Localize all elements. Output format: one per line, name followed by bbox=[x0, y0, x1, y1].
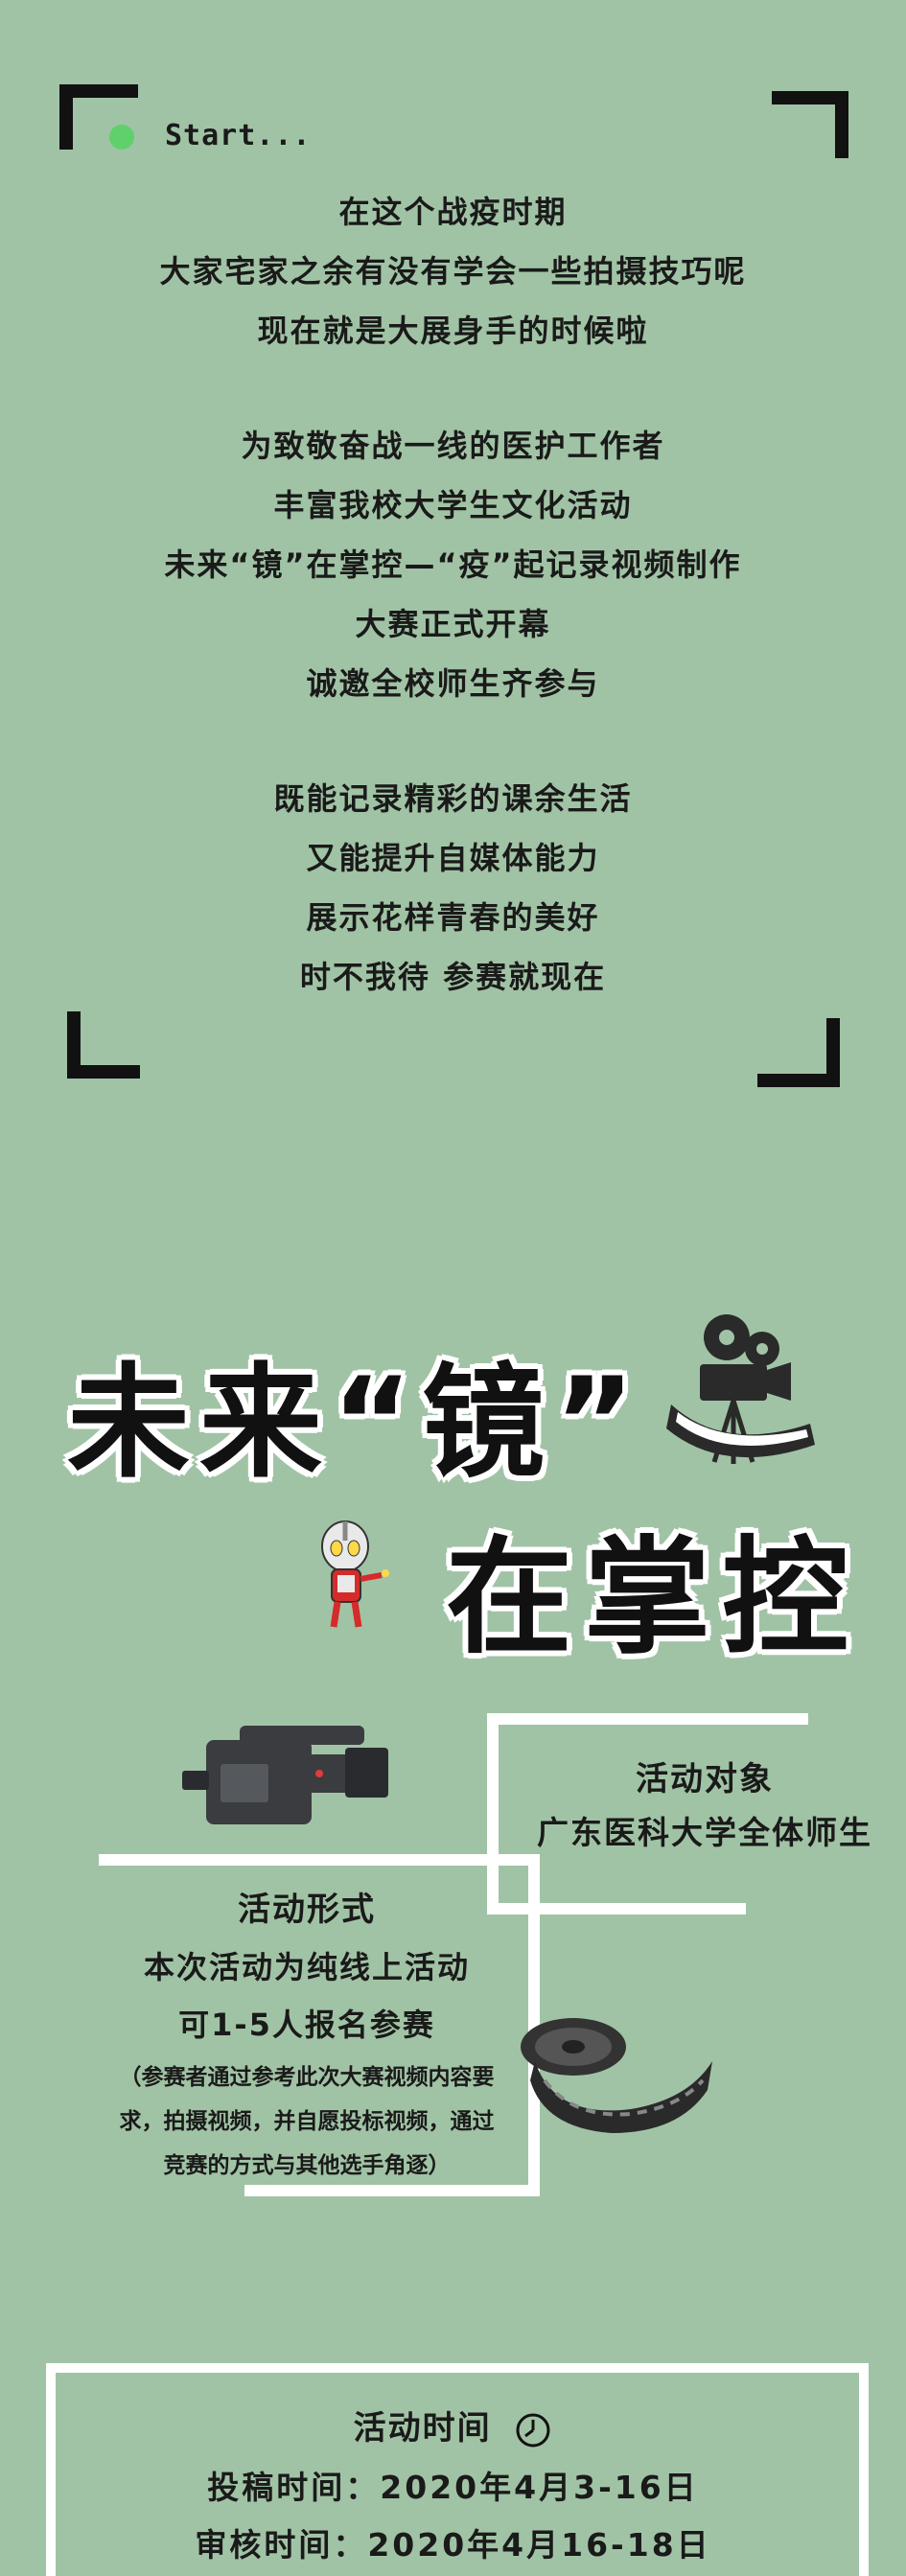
form-line: 本次活动为纯线上活动 bbox=[143, 1949, 470, 1985]
target-frame-bottom bbox=[487, 1903, 746, 1915]
target-heading: 活动对象 bbox=[636, 1760, 774, 1799]
start-label: Start... bbox=[165, 119, 312, 152]
form-section: 活动形式 本次活动为纯线上活动 可1-5人报名参赛 （参赛者通过参考此次大赛视频… bbox=[58, 1881, 556, 2186]
intro-line: 在这个战疫时期 bbox=[338, 194, 568, 230]
form-frame-right bbox=[528, 1854, 540, 2196]
record-indicator-dot bbox=[109, 125, 134, 150]
intro-line: 时不我待 参赛就现在 bbox=[299, 959, 607, 995]
schedule-frame bbox=[46, 2363, 869, 2576]
intro-text: 在这个战疫时期 大家宅家之余有没有学会一些拍摄技巧呢 现在就是大展身手的时候啦 … bbox=[0, 182, 906, 1007]
schedule-submit: 投稿时间：2020年4月3-16日 bbox=[207, 2469, 699, 2506]
target-frame-top bbox=[487, 1713, 808, 1725]
intro-line: 又能提升自媒体能力 bbox=[306, 840, 600, 876]
form-line: 可1-5人报名参赛 bbox=[178, 2007, 435, 2043]
schedule-heading: 活动时间 bbox=[353, 2409, 492, 2448]
intro-line: 为致敬奋战一线的医护工作者 bbox=[241, 428, 665, 464]
intro-line: 大赛正式开幕 bbox=[355, 606, 551, 642]
film-reel-icon bbox=[521, 2018, 712, 2133]
viewfinder-corner-top-left bbox=[59, 84, 138, 150]
schedule-heading-wrap: 活动时间 bbox=[0, 2402, 906, 2449]
intro-line: 丰富我校大学生文化活动 bbox=[273, 487, 633, 523]
intro-line: 既能记录精彩的课余生活 bbox=[273, 780, 633, 817]
hero-character-icon bbox=[321, 1520, 389, 1628]
target-body: 广东医科大学全体师生 bbox=[537, 1814, 872, 1851]
camcorder-icon bbox=[182, 1726, 388, 1824]
intro-line: 展示花样青春的美好 bbox=[306, 899, 600, 936]
form-frame-top bbox=[99, 1854, 540, 1866]
form-note: 竞赛的方式与其他选手角逐） bbox=[163, 2153, 451, 2178]
form-note: （参赛者通过参考此次大赛视频内容要 bbox=[119, 2065, 495, 2090]
viewfinder-corner-bottom-left bbox=[67, 1011, 140, 1079]
intro-line: 现在就是大展身手的时候啦 bbox=[257, 313, 649, 349]
title-line-2: 在掌控 bbox=[446, 1524, 860, 1672]
form-note: 求，拍摄视频，并自愿投标视频，通过 bbox=[119, 2109, 495, 2134]
intro-line: 未来“镜”在掌控—“疫”起记录视频制作 bbox=[164, 546, 742, 583]
intro-line: 大家宅家之余有没有学会一些拍摄技巧呢 bbox=[159, 253, 747, 290]
viewfinder-corner-bottom-right bbox=[757, 1018, 840, 1087]
schedule-review: 审核时间：2020年4月16-18日 bbox=[195, 2526, 711, 2564]
projector-icon bbox=[666, 1314, 815, 1464]
form-frame-bottom bbox=[244, 2185, 540, 2196]
intro-line: 诚邀全校师生齐参与 bbox=[306, 665, 600, 702]
title-line-1: 未来“镜” bbox=[67, 1352, 645, 1495]
clock-icon bbox=[516, 2413, 550, 2447]
form-heading: 活动形式 bbox=[238, 1891, 376, 1929]
viewfinder-corner-top-right bbox=[772, 91, 848, 158]
